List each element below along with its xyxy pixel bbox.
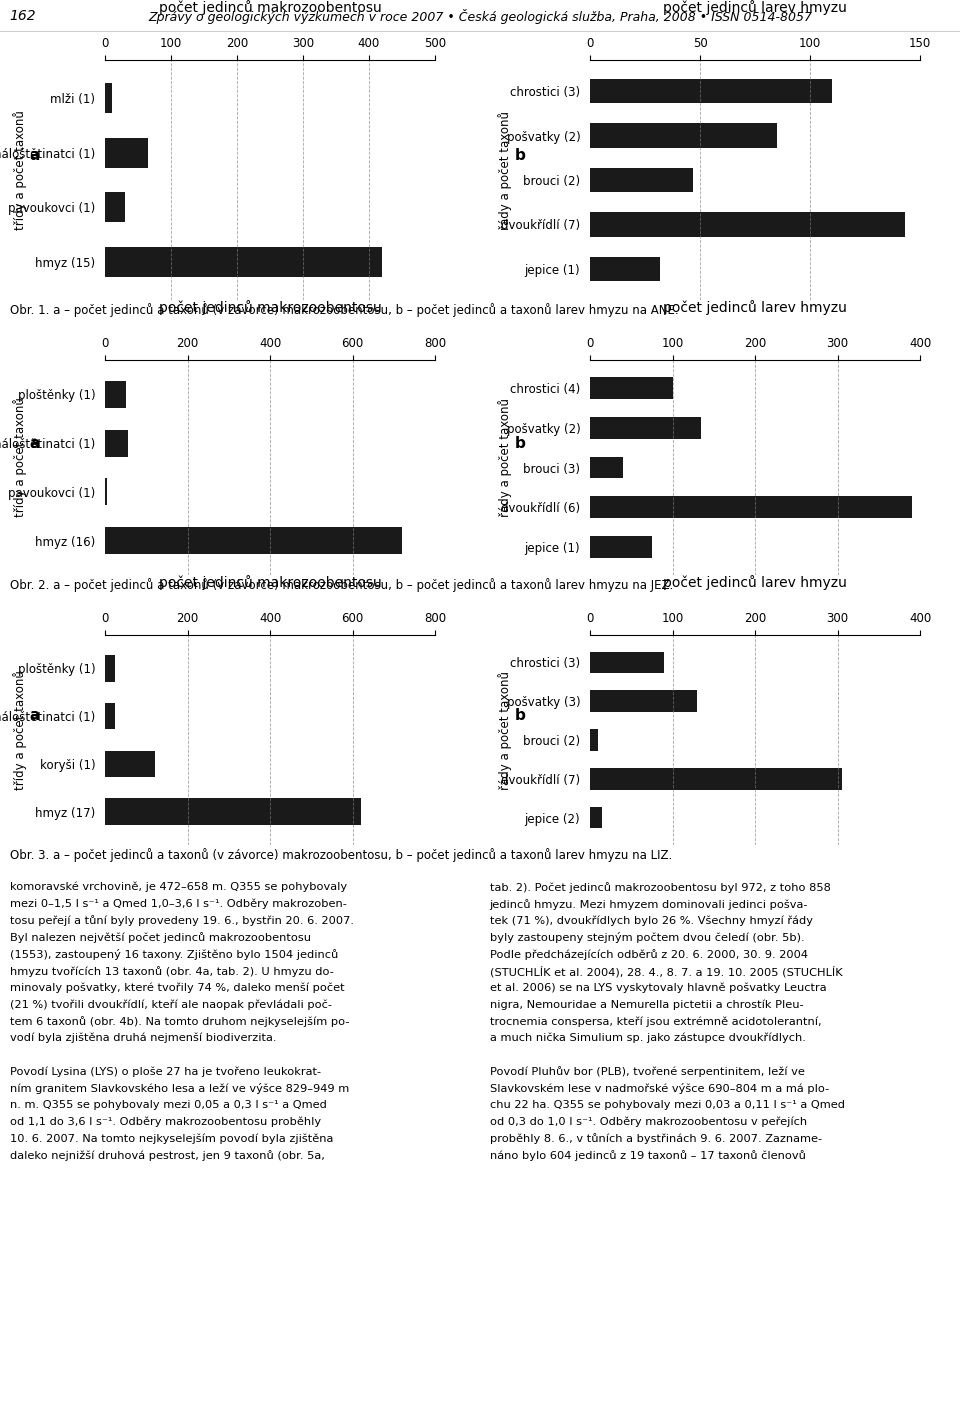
Text: trocnemia conspersa, kteří jsou extrémně acidotolerantní,: trocnemia conspersa, kteří jsou extrémně… xyxy=(490,1016,821,1026)
Text: Obr. 3. a – počet jedinců a taxonů (v závorce) makrozoobentosu, b – počet jedinc: Obr. 3. a – počet jedinců a taxonů (v zá… xyxy=(10,848,672,863)
Bar xyxy=(590,769,842,790)
Text: (21 %) tvořili dvoukřídlí, kteří ale naopak převládali poč-: (21 %) tvořili dvoukřídlí, kteří ale nao… xyxy=(10,999,331,1010)
Text: tem 6 taxonů (obr. 4b). Na tomto druhom nejkyselejším po-: tem 6 taxonů (obr. 4b). Na tomto druhom … xyxy=(10,1016,349,1027)
Bar xyxy=(105,429,128,456)
Text: nigra, Nemouridae a Nemurella pictetii a chrostík Pleu-: nigra, Nemouridae a Nemurella pictetii a… xyxy=(490,999,804,1010)
Bar xyxy=(105,381,126,408)
Text: třídy a počet taxonů: třídy a počet taxonů xyxy=(13,398,27,517)
Text: tab. 2). Počet jedinců makrozoobentosu byl 972, z toho 858: tab. 2). Počet jedinců makrozoobentosu b… xyxy=(490,882,830,892)
Text: b: b xyxy=(515,148,525,163)
Bar xyxy=(105,84,111,114)
Text: Povodí Pluhův bor (PLB), tvořené serpentinitem, leží ve: Povodí Pluhův bor (PLB), tvořené serpent… xyxy=(490,1066,804,1077)
Text: řády a počet taxonů: řády a počet taxonů xyxy=(498,398,512,517)
Bar xyxy=(105,479,108,506)
Text: b: b xyxy=(515,436,525,450)
Text: náno bylo 604 jedinců z 19 taxonů – 17 taxonů členovů: náno bylo 604 jedinců z 19 taxonů – 17 t… xyxy=(490,1150,805,1161)
Text: a: a xyxy=(30,436,40,450)
Text: Slavkovském lese v nadmořské výšce 690–804 m a má plo-: Slavkovském lese v nadmořské výšce 690–8… xyxy=(490,1083,828,1094)
Text: mezi 0–1,5 l s⁻¹ a Qmed 1,0–3,6 l s⁻¹. Odběry makrozoben-: mezi 0–1,5 l s⁻¹ a Qmed 1,0–3,6 l s⁻¹. O… xyxy=(10,898,347,909)
Text: tosu peřejí a tůní byly provedeny 19. 6., bystřin 20. 6. 2007.: tosu peřejí a tůní byly provedeny 19. 6.… xyxy=(10,915,353,926)
Text: (STUCHLÍK et al. 2004), 28. 4., 8. 7. a 19. 10. 2005 (STUCHLÍK: (STUCHLÍK et al. 2004), 28. 4., 8. 7. a … xyxy=(490,966,842,978)
Text: tek (71 %), dvoukřídlych bylo 26 %. Všechny hmyzí řády: tek (71 %), dvoukřídlych bylo 26 %. Všec… xyxy=(490,915,812,926)
Bar xyxy=(590,168,693,192)
Text: Podle předcházejících odběrů z 20. 6. 2000, 30. 9. 2004: Podle předcházejících odběrů z 20. 6. 20… xyxy=(490,949,807,961)
Text: Obr. 1. a – počet jedinců a taxonů (v závorce) makrozoobentosu, b – počet jedinc: Obr. 1. a – počet jedinců a taxonů (v zá… xyxy=(10,303,678,317)
Text: od 0,3 do 1,0 l s⁻¹. Odběry makrozoobentosu v peřejích: od 0,3 do 1,0 l s⁻¹. Odběry makrozoobent… xyxy=(490,1117,806,1127)
Text: Zprávy o geologických výzkumech v roce 2007 • Česká geologická služba, Praha, 20: Zprávy o geologických výzkumech v roce 2… xyxy=(148,9,812,24)
Bar xyxy=(105,655,115,682)
Bar xyxy=(590,377,673,399)
Text: třídy a počet taxonů: třídy a počet taxonů xyxy=(13,671,27,790)
Bar xyxy=(105,799,361,824)
Text: (1553), zastoupený 16 taxony. Zjištěno bylo 1504 jedinců: (1553), zastoupený 16 taxony. Zjištěno b… xyxy=(10,949,338,961)
Bar xyxy=(590,536,652,558)
Text: n. m. Q355 se pohybovaly mezi 0,05 a 0,3 l s⁻¹ a Qmed: n. m. Q355 se pohybovaly mezi 0,05 a 0,3… xyxy=(10,1100,326,1110)
Text: chu 22 ha. Q355 se pohybovaly mezi 0,03 a 0,11 l s⁻¹ a Qmed: chu 22 ha. Q355 se pohybovaly mezi 0,03 … xyxy=(490,1100,845,1110)
Title: počet jedinců larev hmyzu: počet jedinců larev hmyzu xyxy=(663,0,847,16)
Bar xyxy=(590,416,702,439)
Title: počet jedinců makrozoobentosu: počet jedinců makrozoobentosu xyxy=(158,300,381,315)
Bar xyxy=(590,456,623,479)
Bar xyxy=(105,247,382,277)
Bar xyxy=(590,729,598,750)
Title: počet jedinců larev hmyzu: počet jedinců larev hmyzu xyxy=(663,576,847,590)
Text: komoravské vrchovině, je 472–658 m. Q355 se pohybovaly: komoravské vrchovině, je 472–658 m. Q355… xyxy=(10,882,347,892)
Title: počet jedinců makrozoobentosu: počet jedinců makrozoobentosu xyxy=(158,0,381,16)
Text: et al. 2006) se na LYS vyskytovaly hlavně pošvatky Leuctra: et al. 2006) se na LYS vyskytovaly hlavn… xyxy=(490,982,827,993)
Text: a: a xyxy=(30,148,40,163)
Text: třídy a počet taxonů: třídy a počet taxonů xyxy=(13,109,27,230)
Text: daleko nejnižší druhová pestrost, jen 9 taxonů (obr. 5a,: daleko nejnižší druhová pestrost, jen 9 … xyxy=(10,1150,324,1161)
Text: jedinců hmyzu. Mezi hmyzem dominovali jedinci pošva-: jedinců hmyzu. Mezi hmyzem dominovali je… xyxy=(490,898,808,909)
Bar xyxy=(590,651,664,674)
Bar xyxy=(105,138,148,168)
Bar xyxy=(590,496,912,519)
Text: hmyzu tvořících 13 taxonů (obr. 4a, tab. 2). U hmyzu do-: hmyzu tvořících 13 taxonů (obr. 4a, tab.… xyxy=(10,966,333,976)
Text: řády a počet taxonů: řády a počet taxonů xyxy=(498,111,512,230)
Bar xyxy=(105,527,402,554)
Text: 162: 162 xyxy=(10,9,36,23)
Text: a much nička Simulium sp. jako zástupce dvoukřídlych.: a much nička Simulium sp. jako zástupce … xyxy=(490,1033,805,1043)
Text: Byl nalezen největší počet jedinců makrozoobentosu: Byl nalezen největší počet jedinců makro… xyxy=(10,932,311,944)
Text: proběhly 8. 6., v tůních a bystřinách 9. 6. 2007. Zazname-: proběhly 8. 6., v tůních a bystřinách 9.… xyxy=(490,1134,822,1144)
Text: b: b xyxy=(515,708,525,723)
Text: ním granitem Slavkovského lesa a leží ve výšce 829–949 m: ním granitem Slavkovského lesa a leží ve… xyxy=(10,1083,348,1094)
Bar xyxy=(590,80,832,104)
Text: Obr. 2. a – počet jedinců a taxonů (v závorce) makrozoobentosu, b – počet jedinc: Obr. 2. a – počet jedinců a taxonů (v zá… xyxy=(10,578,673,593)
Text: vodí byla zjištěna druhá nejmenší biodiverzita.: vodí byla zjištěna druhá nejmenší biodiv… xyxy=(10,1033,276,1043)
Bar xyxy=(590,257,660,281)
Text: od 1,1 do 3,6 l s⁻¹. Odběry makrozoobentosu proběhly: od 1,1 do 3,6 l s⁻¹. Odběry makrozoobent… xyxy=(10,1117,321,1127)
Bar xyxy=(590,691,697,712)
Bar xyxy=(590,124,777,148)
Bar xyxy=(105,750,155,777)
Text: a: a xyxy=(30,708,40,723)
Bar xyxy=(590,807,602,828)
Text: minovaly pošvatky, které tvořily 74 %, daleko menší počet: minovaly pošvatky, které tvořily 74 %, d… xyxy=(10,982,345,993)
Text: řády a počet taxonů: řády a počet taxonů xyxy=(498,671,512,790)
Bar xyxy=(105,703,115,729)
Text: 10. 6. 2007. Na tomto nejkyselejším povodí byla zjištěna: 10. 6. 2007. Na tomto nejkyselejším povo… xyxy=(10,1134,333,1144)
Title: počet jedinců larev hmyzu: počet jedinců larev hmyzu xyxy=(663,300,847,315)
Text: Povodí Lysina (LYS) o ploše 27 ha je tvořeno leukokrat-: Povodí Lysina (LYS) o ploše 27 ha je tvo… xyxy=(10,1066,321,1077)
Title: počet jedinců makrozoobentosu: počet jedinců makrozoobentosu xyxy=(158,576,381,590)
Bar xyxy=(590,212,904,237)
Text: byly zastoupeny stejným počtem dvou čeledí (obr. 5b).: byly zastoupeny stejným počtem dvou čele… xyxy=(490,932,804,944)
Bar xyxy=(105,192,125,222)
